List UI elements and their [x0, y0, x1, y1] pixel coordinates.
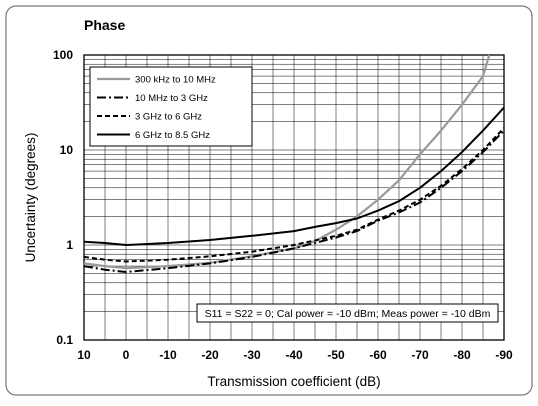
annotation-text: S11 = S22 = 0; Cal power = -10 dBm; Meas… [205, 308, 491, 320]
legend-box [89, 66, 253, 147]
legend-label: 10 MHz to 3 GHz [135, 93, 208, 104]
series-line-3 [83, 127, 505, 263]
series-line-4 [83, 106, 505, 246]
y-tick-label: 1 [66, 238, 73, 252]
x-tick-label: -20 [201, 348, 219, 362]
x-tick-label: -90 [495, 348, 513, 362]
series-lines [83, 54, 505, 273]
x-tick-label: -30 [243, 348, 261, 362]
x-axis-label: Transmission coefficient (dB) [207, 374, 380, 389]
legend-label: 6 GHz to 8.5 GHz [135, 130, 210, 141]
y-tick-label: 0.1 [56, 333, 73, 347]
y-tick-label: 10 [60, 143, 74, 157]
series-line-1 [83, 54, 491, 270]
x-axis-ticks: 10 0 -10 -20 -30 -40 -50 -60 -70 -80 -90 [77, 348, 513, 362]
x-tick-label: 0 [123, 348, 130, 362]
y-axis-ticks: 100 10 1 0.1 [53, 48, 73, 347]
y-tick-label: 100 [53, 48, 73, 62]
chart-title: Phase [84, 17, 125, 33]
legend-label: 300 kHz to 10 MHz [135, 75, 216, 86]
annotation-box [196, 303, 499, 323]
legend-label: 3 GHz to 6 GHz [135, 112, 202, 123]
x-tick-label: -70 [411, 348, 429, 362]
x-tick-label: -80 [453, 348, 471, 362]
legend: 300 kHz to 10 MHz 10 MHz to 3 GHz 3 GHz to… [89, 66, 253, 147]
series-line-2 [83, 129, 505, 273]
annotation: S11 = S22 = 0; Cal power = -10 dBm; Meas… [196, 303, 499, 323]
x-tick-label: 10 [77, 348, 91, 362]
x-tick-label: -10 [159, 348, 177, 362]
plot-area-border [83, 54, 505, 341]
x-tick-label: -60 [369, 348, 387, 362]
x-tick-label: -40 [285, 348, 303, 362]
y-axis-label: Uncertainty (degrees) [23, 133, 38, 263]
x-tick-label: -50 [327, 348, 345, 362]
